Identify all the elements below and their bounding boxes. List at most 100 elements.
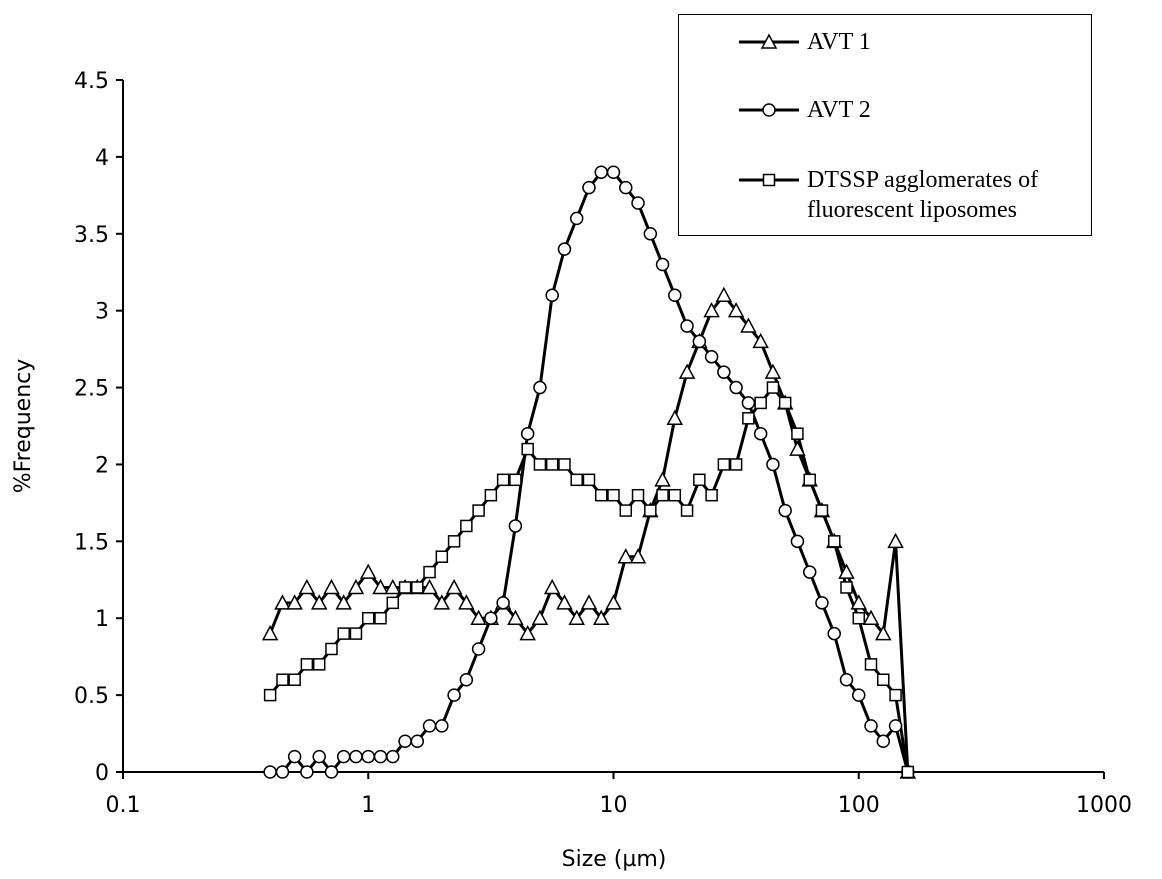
marker (520, 426, 535, 441)
y-axis-title: %Frequency (11, 359, 36, 494)
marker (791, 427, 804, 440)
marker (386, 596, 400, 610)
marker (582, 473, 596, 487)
marker (644, 504, 657, 517)
marker (286, 594, 303, 610)
marker (496, 473, 510, 487)
marker (445, 578, 463, 595)
marker (764, 363, 782, 379)
marker (762, 103, 776, 117)
marker (521, 442, 534, 456)
marker (666, 409, 684, 426)
marker (298, 578, 316, 595)
marker (276, 673, 289, 686)
marker (901, 765, 915, 779)
marker (359, 563, 377, 579)
marker (631, 196, 645, 210)
marker (803, 473, 816, 487)
marker (802, 565, 817, 579)
marker (545, 458, 559, 471)
marker (545, 288, 559, 303)
marker (507, 609, 524, 625)
marker (727, 302, 745, 318)
marker (361, 749, 375, 764)
marker (815, 504, 829, 517)
marker (496, 596, 510, 610)
marker (607, 488, 620, 502)
marker (740, 317, 757, 333)
marker (568, 609, 585, 625)
marker (762, 173, 776, 187)
marker (349, 749, 363, 764)
marker (557, 242, 572, 256)
marker (680, 319, 694, 333)
marker (533, 380, 547, 395)
marker (347, 578, 365, 595)
marker (312, 749, 326, 764)
marker (705, 488, 718, 502)
legend-entry: DTSSP agglomerates of fluorescent liposo… (737, 165, 1085, 225)
marker (411, 581, 424, 594)
legend-swatch (739, 103, 799, 117)
y-tick-label: 2.5 (74, 377, 109, 402)
y-tick-label: 3 (95, 300, 109, 325)
legend-swatch (739, 33, 799, 49)
marker (533, 458, 547, 471)
marker (312, 658, 326, 671)
marker (790, 534, 805, 549)
marker (336, 749, 351, 764)
marker (447, 535, 461, 548)
y-tick-label: 0.5 (74, 684, 109, 709)
marker (760, 33, 778, 49)
marker (580, 594, 598, 610)
legend-label: DTSSP agglomerates of fluorescent liposo… (807, 167, 1039, 223)
x-axis-title: Size (µm) (562, 847, 667, 872)
marker (766, 457, 780, 472)
marker (852, 688, 866, 702)
marker (692, 334, 707, 349)
marker (471, 642, 486, 656)
marker (558, 458, 571, 471)
marker (753, 426, 768, 441)
marker (888, 719, 903, 733)
marker (643, 227, 658, 241)
legend-label: AVT 2 (807, 97, 871, 123)
marker (655, 257, 670, 272)
marker (742, 412, 755, 425)
marker (668, 288, 682, 303)
marker (472, 504, 485, 517)
marker (752, 332, 769, 349)
marker (435, 719, 449, 733)
marker (729, 380, 743, 395)
legend-label: AVT 1 (807, 29, 871, 55)
marker (617, 548, 635, 564)
marker (372, 578, 389, 595)
marker (484, 611, 498, 625)
marker (887, 532, 904, 549)
marker (324, 765, 339, 779)
marker (703, 302, 720, 318)
y-tick-label: 3.5 (74, 223, 109, 248)
marker (300, 658, 314, 671)
marker (877, 673, 890, 686)
marker (594, 488, 608, 502)
y-tick-label: 4 (95, 146, 109, 171)
marker (373, 749, 388, 764)
legend-entry: AVT 1 (737, 27, 1085, 57)
marker (717, 365, 731, 379)
marker (704, 350, 719, 364)
x-tick-label: 10 (600, 793, 628, 818)
x-tick-label: 1 (361, 793, 375, 818)
marker (362, 611, 375, 625)
marker (839, 672, 854, 687)
x-tick-label: 0.1 (106, 793, 141, 818)
marker (629, 548, 647, 564)
marker (423, 565, 436, 579)
marker (384, 578, 402, 595)
marker (288, 673, 301, 686)
marker (754, 396, 767, 410)
marker (310, 594, 328, 610)
marker (605, 594, 622, 610)
